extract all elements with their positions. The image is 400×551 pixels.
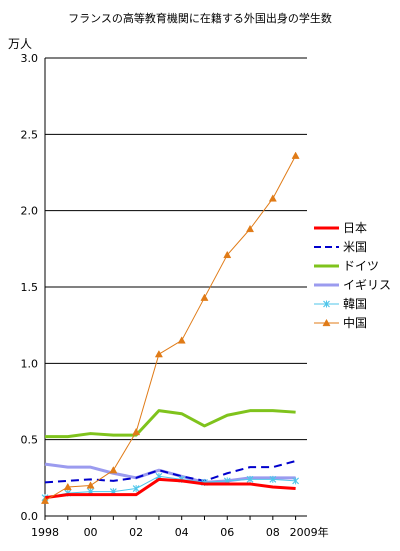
y-tick-label: 0.5 [21, 434, 39, 447]
data-point [223, 250, 232, 259]
series-6 [40, 151, 300, 504]
axes [44, 58, 307, 520]
legend-label: 米国 [343, 240, 367, 254]
data-point [132, 427, 141, 436]
data-point [154, 350, 163, 358]
legend-item: 日本 [314, 221, 367, 235]
y-tick-labels: 0.0 0.5 1.0 1.5 2.0 2.5 3.0 [21, 52, 39, 523]
chart-title: フランスの高等教育機関に在籍する外国出身の学生数 [68, 11, 332, 25]
x-tick-label: 02 [129, 526, 143, 539]
data-point [292, 477, 300, 485]
legend-item: 韓国 [314, 297, 367, 311]
legend-item: イギリス [314, 278, 391, 292]
legend-item: 中国 [314, 315, 367, 330]
y-tick-label: 2.0 [21, 205, 39, 218]
y-tick-label: 3.0 [21, 52, 39, 65]
data-point [246, 224, 255, 233]
y-tick-label: 1.5 [21, 281, 39, 294]
x-tick-label: 06 [220, 526, 234, 539]
x-tick-labels: 1998 00 02 04 06 08 2009年 [31, 525, 329, 539]
legend-label: イギリス [343, 278, 391, 292]
legend-label: ドイツ [343, 259, 379, 273]
series-line [44, 462, 296, 484]
data-point [63, 482, 72, 491]
data-point [109, 466, 118, 474]
y-tick-label: 2.5 [21, 128, 39, 141]
data-point [269, 475, 277, 483]
legend-label: 韓国 [343, 297, 367, 311]
data-point [132, 485, 140, 493]
data-point [268, 194, 277, 202]
series-line [44, 477, 296, 500]
legend-marker [323, 300, 330, 308]
x-tick-label: 2009年 [290, 525, 329, 539]
grid-lines [45, 57, 307, 441]
x-tick-label: 00 [84, 526, 98, 539]
series-3 [45, 409, 296, 439]
data-point [177, 336, 186, 344]
y-tick-label: 1.0 [21, 357, 39, 370]
x-tick-label: 1998 [31, 526, 59, 539]
series-4 [44, 462, 296, 484]
data-point [40, 496, 50, 504]
series-2 [44, 460, 296, 484]
series-line [44, 475, 296, 499]
series-lines [40, 151, 300, 504]
series-line [45, 409, 296, 439]
series-line [44, 155, 297, 502]
data-point [200, 293, 209, 301]
legend-label: 日本 [343, 221, 367, 235]
data-point [246, 475, 254, 483]
y-axis-unit: 万人 [8, 37, 32, 51]
x-tick-label: 04 [175, 526, 189, 539]
data-point [86, 481, 95, 489]
series-line [44, 460, 296, 484]
series-1 [44, 477, 296, 500]
x-tick-label: 08 [266, 526, 280, 539]
legend-marker [322, 318, 331, 327]
data-point [291, 151, 300, 159]
y-tick-label: 0.0 [21, 510, 39, 523]
legend-label: 中国 [343, 315, 367, 330]
legend-item: ドイツ [314, 259, 379, 273]
legend-item: 米国 [314, 240, 367, 254]
